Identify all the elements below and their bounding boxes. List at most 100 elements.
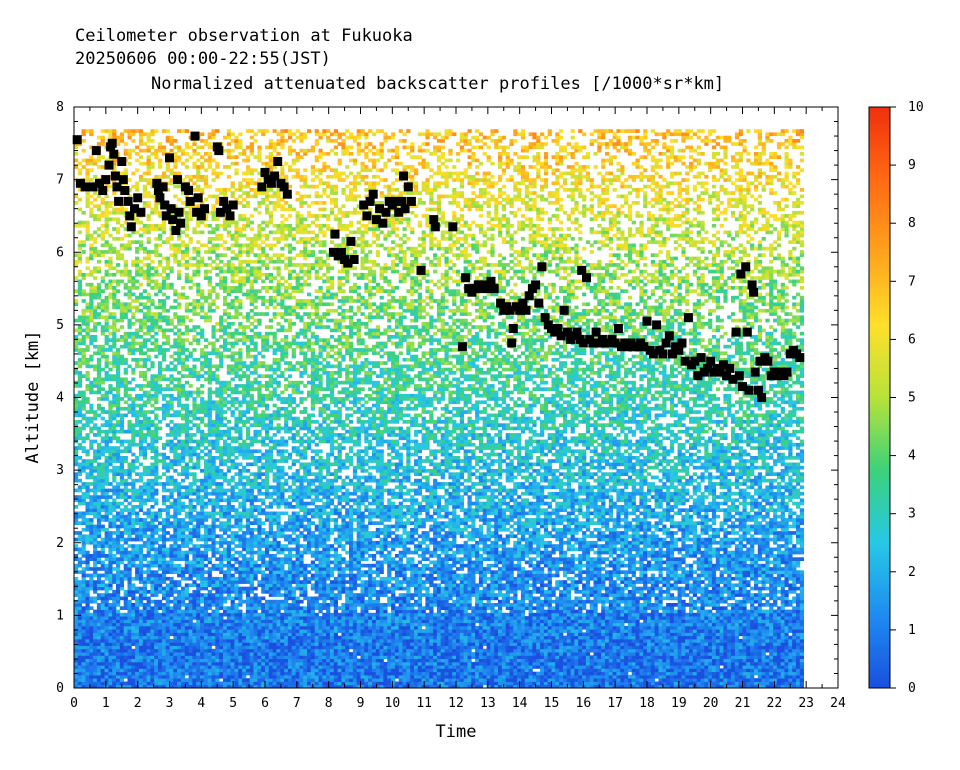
heatmap-cell <box>158 661 163 666</box>
heatmap-cell <box>238 482 243 486</box>
heatmap-cell <box>93 335 98 339</box>
heatmap-cell <box>112 354 117 359</box>
heatmap-cell <box>203 661 209 666</box>
heatmap-cell <box>154 387 159 391</box>
heatmap-cell <box>173 377 178 382</box>
heatmap-cell <box>112 681 117 686</box>
heatmap-cell <box>203 452 209 457</box>
heatmap-cell <box>192 482 197 486</box>
heatmap-cell <box>188 178 193 182</box>
heatmap-cell <box>116 142 121 146</box>
heatmap-cell <box>146 240 151 244</box>
heatmap-cell <box>169 148 174 153</box>
heatmap-cell <box>230 661 235 666</box>
heatmap-cell <box>161 547 167 552</box>
heatmap-cell <box>138 521 144 525</box>
heatmap-cell <box>238 259 243 264</box>
heatmap-cell <box>89 668 94 673</box>
heatmap-cell <box>177 639 182 643</box>
heatmap-cell <box>226 331 231 336</box>
heatmap-cell <box>93 416 98 421</box>
heatmap-cell <box>127 240 132 244</box>
heatmap-cell <box>181 534 186 539</box>
heatmap-cell <box>127 488 132 493</box>
heatmap-cell <box>219 456 224 460</box>
heatmap-cell <box>181 554 186 558</box>
heatmap-cell <box>150 279 155 284</box>
heatmap-cell <box>135 184 140 189</box>
heatmap-cell <box>96 465 102 470</box>
heatmap-cell <box>203 648 209 653</box>
heatmap-cell <box>135 286 140 290</box>
heatmap-cell <box>142 625 147 630</box>
heatmap-cell <box>108 403 113 408</box>
heatmap-cell <box>192 599 197 604</box>
heatmap-cell <box>158 243 163 248</box>
heatmap-cell <box>169 674 174 679</box>
heatmap-cell <box>142 410 147 414</box>
heatmap-cell <box>238 635 243 640</box>
heatmap-cell <box>200 364 205 369</box>
heatmap-cell <box>123 498 128 503</box>
heatmap-cell <box>184 622 189 627</box>
heatmap-cell <box>177 590 182 594</box>
heatmap-cell <box>89 243 94 248</box>
heatmap-cell <box>74 619 79 624</box>
heatmap-cell <box>215 364 220 369</box>
heatmap-cell <box>96 380 102 385</box>
heatmap-cell <box>81 495 86 499</box>
heatmap-cell <box>196 331 201 336</box>
heatmap-cell <box>226 269 231 274</box>
heatmap-cell <box>215 567 220 571</box>
heatmap-cell <box>238 338 243 342</box>
heatmap-cell <box>192 658 197 663</box>
heatmap-cell <box>138 596 144 601</box>
heatmap-cell <box>223 524 228 529</box>
heatmap-cell <box>100 201 105 205</box>
heatmap-cell <box>196 371 201 375</box>
heatmap-cell <box>207 674 212 679</box>
heatmap-cell <box>104 639 109 643</box>
heatmap-cell <box>89 145 94 150</box>
heatmap-cell <box>138 292 144 297</box>
heatmap-cell <box>81 397 86 401</box>
heatmap-cell <box>169 246 174 251</box>
heatmap-cell <box>169 622 174 627</box>
heatmap-cell <box>234 681 239 686</box>
heatmap-cell <box>188 237 193 241</box>
heatmap-cell <box>154 674 159 679</box>
heatmap-cell <box>85 593 90 597</box>
heatmap-cell <box>200 178 205 182</box>
heatmap-cell <box>135 652 140 656</box>
heatmap-cell <box>112 632 117 637</box>
heatmap-cell <box>131 436 136 441</box>
heatmap-cell <box>77 648 82 653</box>
heatmap-cell <box>230 625 235 630</box>
heatmap-cell <box>173 433 178 437</box>
heatmap-cell <box>158 534 163 539</box>
heatmap-cell <box>181 393 186 398</box>
heatmap-cell <box>207 276 212 280</box>
heatmap-cell <box>184 446 189 450</box>
heatmap-cell <box>177 482 182 486</box>
heatmap-cell <box>181 191 186 195</box>
heatmap-cell <box>154 223 159 228</box>
heatmap-cell <box>226 482 231 486</box>
heatmap-cell <box>158 612 163 617</box>
heatmap-cell <box>112 488 117 493</box>
heatmap-cell <box>158 210 163 215</box>
heatmap-cell <box>116 403 121 408</box>
heatmap-cell <box>219 436 224 441</box>
heatmap-cell <box>184 142 189 146</box>
heatmap-cell <box>203 423 209 427</box>
heatmap-cell <box>108 583 113 588</box>
heatmap-cell <box>96 622 102 627</box>
heatmap-cell <box>100 423 105 427</box>
heatmap-cell <box>184 652 189 656</box>
heatmap-cell <box>184 625 189 630</box>
heatmap-cell <box>108 567 113 571</box>
heatmap-cell <box>177 410 182 414</box>
heatmap-cell <box>154 400 159 405</box>
heatmap-cell <box>181 652 186 656</box>
heatmap-cell <box>77 442 82 447</box>
